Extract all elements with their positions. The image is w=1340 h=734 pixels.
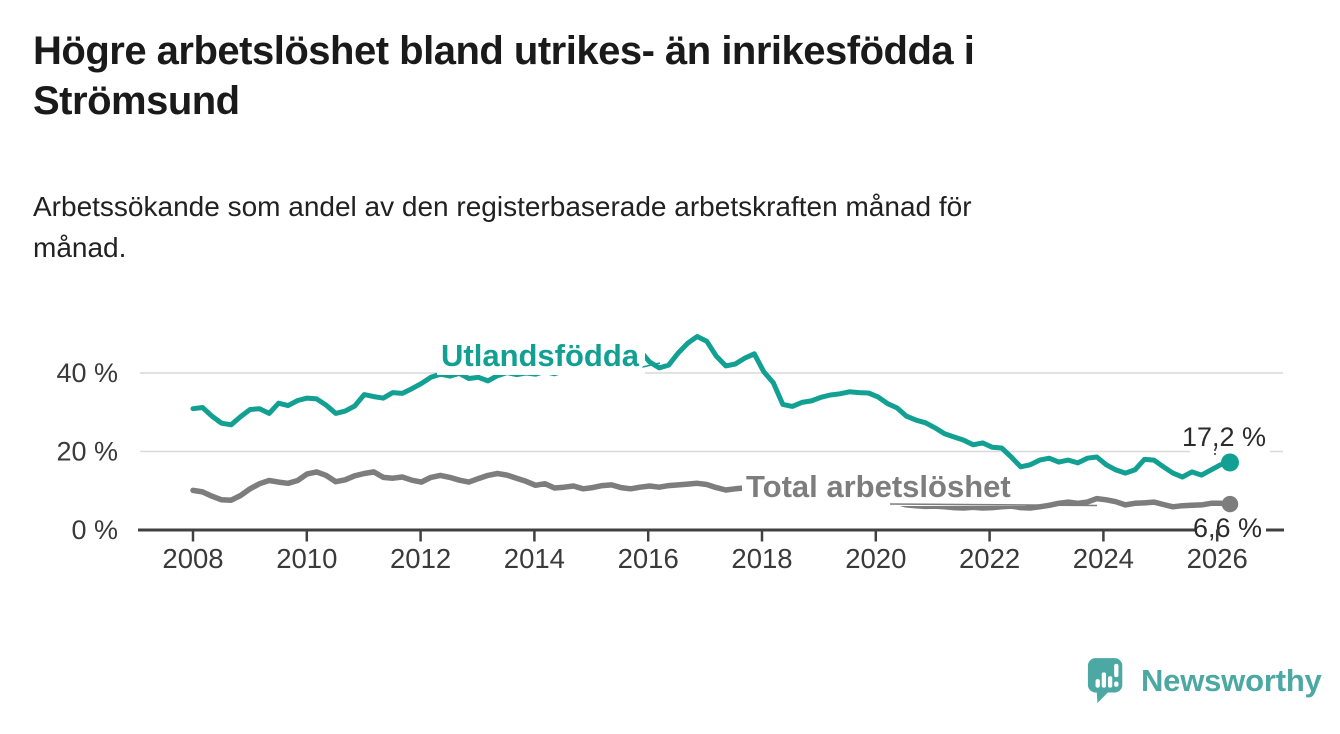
x-axis-label-2018: 2018 — [731, 543, 792, 574]
x-axis-label-2026: 2026 — [1187, 543, 1248, 574]
chart-subtitle-line-1: Arbetssökande som andel av den registerb… — [33, 191, 972, 222]
chart-title: Högre arbetslöshet bland utrikes- än inr… — [33, 26, 1283, 126]
x-axis-label-2022: 2022 — [959, 543, 1020, 574]
x-axis-label-2016: 2016 — [618, 543, 679, 574]
utlandsfodda-leader-line — [635, 362, 661, 370]
end-value-label-total: 6,6 % — [1193, 513, 1262, 543]
end-dot-utlandsfodda — [1220, 453, 1239, 472]
x-axis-label-2014: 2014 — [504, 543, 565, 574]
end-dot-total — [1221, 495, 1239, 513]
end-value-mask-total — [1196, 513, 1266, 543]
newsworthy-logo: Newsworthy — [1086, 656, 1322, 706]
series-label-utlandsfodda: Utlandsfödda — [441, 338, 640, 373]
chart-title-line-2: Strömsund — [33, 79, 240, 123]
utlandsfodda-label-mask — [437, 337, 645, 375]
series-label-total: Total arbetslöshet — [746, 469, 1011, 504]
total-leader-line — [889, 503, 1098, 507]
x-axis-label-2008: 2008 — [162, 543, 223, 574]
newsworthy-logo-text: Newsworthy — [1141, 663, 1322, 698]
y-axis-label-40: 40 % — [56, 358, 118, 388]
x-axis-label-2024: 2024 — [1073, 543, 1134, 574]
chart-subtitle: Arbetssökande som andel av den registerb… — [33, 186, 1263, 268]
end-value-mask-utlandsfodda — [1190, 423, 1270, 455]
chart-title-line-1: Högre arbetslöshet bland utrikes- än inr… — [33, 29, 975, 73]
newsworthy-chart-bubble-icon — [1087, 658, 1123, 703]
x-axis-label-2020: 2020 — [845, 543, 906, 574]
series-line-total — [190, 469, 1233, 511]
x-axis-label-2012: 2012 — [390, 543, 451, 574]
chart-subtitle-line-2: månad. — [33, 232, 127, 263]
total-label-mask — [742, 470, 1026, 506]
end-value-label-utlandsfodda: 17,2 % — [1182, 422, 1266, 452]
y-axis-label-20: 20 % — [56, 437, 118, 467]
y-axis-label-0: 0 % — [71, 515, 118, 545]
series-line-utlandsfodda — [190, 334, 1233, 480]
x-axis-label-2010: 2010 — [276, 543, 337, 574]
